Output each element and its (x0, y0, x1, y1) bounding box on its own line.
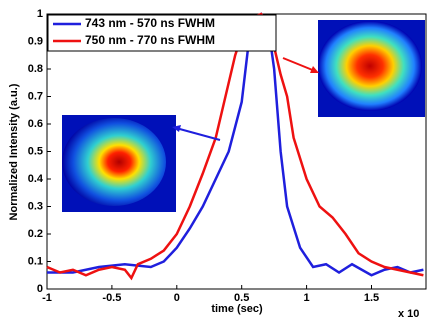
x-tick-label: 0 (174, 292, 180, 304)
x-tick-label: -1 (42, 292, 52, 304)
x-tick-label: 1 (304, 292, 310, 304)
y-tick-label: 0.2 (28, 228, 43, 240)
y-tick-label: 0.3 (28, 200, 43, 212)
x-axis-label: time (sec) (211, 303, 263, 315)
inset-spot (318, 21, 422, 111)
chart: Normalized Intensity (a.u.) time (sec) x… (0, 0, 427, 322)
y-tick-label: 0.8 (28, 63, 43, 75)
y-tick-label: 1 (37, 8, 43, 20)
y-tick-label: 0.4 (28, 173, 44, 185)
y-tick-label: 0.7 (28, 90, 43, 102)
x-multiplier: x 10 (398, 308, 419, 320)
x-tick-label: 1.5 (364, 292, 379, 304)
y-tick-label: 0.5 (28, 145, 43, 157)
legend-label: 743 nm - 570 ns FWHM (85, 16, 215, 30)
legend-label: 750 nm - 770 ns FWHM (85, 33, 215, 47)
x-tick-label: 0.5 (234, 292, 249, 304)
arrow (176, 128, 220, 140)
x-tick-label: -0.5 (102, 292, 121, 304)
y-tick-label: 0.1 (28, 255, 43, 267)
y-axis-label: Normalized Intensity (a.u.) (8, 83, 20, 220)
inset-spot (62, 118, 166, 206)
y-tick-label: 0.6 (28, 118, 43, 130)
y-tick-label: 0.9 (28, 35, 43, 47)
arrow (283, 58, 315, 71)
